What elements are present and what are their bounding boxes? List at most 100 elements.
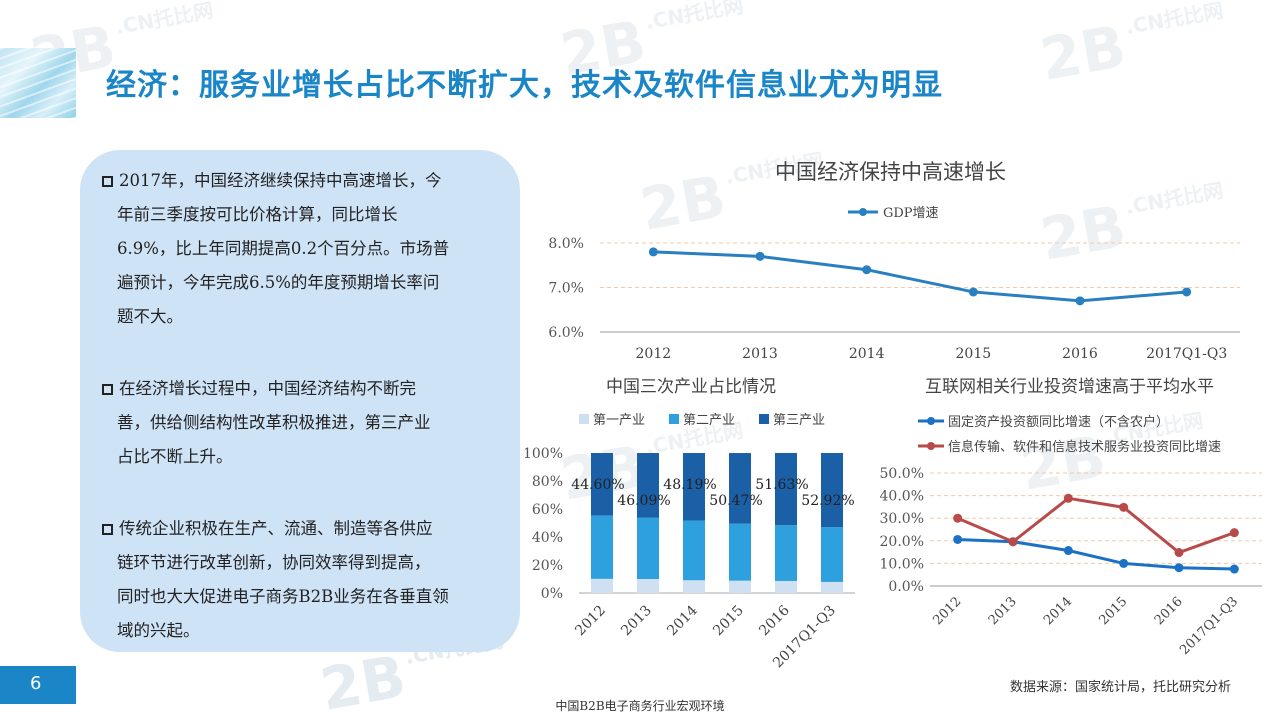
- bar-segment-1: [591, 578, 613, 593]
- x-tick-label: 2016: [1152, 594, 1186, 628]
- watermark: 2B.CN托比网: [1035, 0, 1226, 94]
- y-tick-label: 50.0%: [880, 466, 924, 482]
- industry-chart-title: 中国三次产业占比情况: [606, 377, 776, 397]
- series-point-2: [1008, 537, 1018, 547]
- gdp-chart-title: 中国经济保持中高速增长: [775, 160, 1006, 184]
- investment-growth-chart: 固定资产投资额同比增速（不含农户） 信息传输、软件和信息技术服务业投资同比增速 0.…: [880, 414, 1262, 658]
- x-tick-label: 2014: [1041, 594, 1075, 628]
- y-tick-label: 8.0%: [548, 236, 584, 252]
- legend-swatch: [759, 414, 769, 424]
- bar-segment-2: [775, 525, 797, 581]
- bar-data-label: 51.63%: [755, 477, 808, 493]
- x-tick-label: 2016: [756, 602, 793, 639]
- y-tick-label: 0.0%: [888, 579, 924, 595]
- series-point-1: [1063, 546, 1073, 556]
- bar-segment-1: [821, 581, 843, 593]
- bar-data-label: 52.92%: [801, 493, 854, 509]
- bullet-icon: [102, 176, 113, 187]
- gdp-point: [862, 265, 872, 275]
- bar-data-label: 50.47%: [709, 493, 762, 509]
- x-tick-label: 2015: [1096, 594, 1130, 628]
- x-tick-label: 2012: [930, 594, 964, 628]
- paragraph-2: 在经济增长过程中，中国经济结构不断完 善，供给侧结构性改革积极推进，第三产业 占…: [102, 372, 490, 474]
- bar-segment-3: [729, 453, 751, 524]
- series-line-1: [957, 537, 1235, 571]
- legend-marker: [927, 417, 935, 425]
- series-line-2: [957, 496, 1235, 555]
- x-tick-label: 2013: [618, 603, 655, 640]
- footer-caption: 中国B2B电子商务行业宏观环境: [555, 699, 725, 713]
- series-point-1: [1119, 558, 1129, 568]
- legend-marker: [927, 442, 935, 450]
- gdp-growth-chart: GDP增速 6.0% 7.0% 8.0% 2012 2013 2014 2015 2016 201…: [548, 206, 1240, 362]
- y-tick-label: 40%: [532, 530, 563, 546]
- gdp-point: [968, 287, 978, 297]
- bar-data-label: 48.19%: [663, 477, 716, 493]
- x-tick-label: 2015: [710, 603, 747, 640]
- gdp-series-line: [653, 250, 1187, 303]
- bar-segment-1: [637, 579, 659, 593]
- y-tick-label: 10.0%: [880, 556, 924, 572]
- bullet-icon: [102, 524, 113, 535]
- y-tick-label: 0%: [541, 586, 563, 602]
- y-tick-label: 20%: [532, 558, 563, 574]
- paragraph-3: 传统企业积极在生产、流通、制造等各供应 链环节进行改革创新，协同效率得到提高， …: [102, 512, 490, 648]
- y-tick-label: 30.0%: [880, 511, 924, 527]
- x-tick-label: 2012: [636, 346, 672, 362]
- series-point-1: [1229, 564, 1239, 574]
- x-tick-label: 2012: [572, 603, 609, 640]
- legend-marker: [859, 208, 867, 216]
- gdp-point: [1182, 287, 1192, 297]
- x-tick-label: 2017Q1-Q3: [1146, 346, 1227, 362]
- data-source: 数据来源：国家统计局，托比研究分析: [1010, 680, 1232, 695]
- page-number-box: [0, 666, 76, 704]
- series-point-1: [953, 534, 963, 544]
- legend-label: GDP增速: [883, 206, 939, 221]
- series-point-2: [1063, 493, 1073, 503]
- bar-segment-3: [637, 453, 659, 518]
- y-tick-label: 80%: [532, 474, 563, 490]
- page-number: 6: [30, 673, 42, 694]
- y-tick-label: 7.0%: [548, 281, 584, 297]
- series-point-2: [953, 513, 963, 523]
- bar-segment-2: [591, 515, 613, 579]
- page-title: 经济：服务业增长占比不断扩大，技术及软件信息业尤为明显: [106, 68, 943, 103]
- series-point-1: [1174, 563, 1184, 573]
- gdp-point: [1075, 296, 1085, 306]
- bar-segment-3: [775, 452, 797, 526]
- legend-label: 第二产业: [683, 413, 735, 428]
- gdp-point: [648, 247, 658, 257]
- bar-segment-1: [683, 580, 705, 593]
- x-tick-label: 2016: [1062, 346, 1098, 362]
- series-point-2: [1174, 548, 1184, 558]
- bar-data-label: 46.09%: [617, 493, 670, 509]
- bar-segment-2: [637, 517, 659, 579]
- legend-label: 第一产业: [593, 413, 645, 428]
- bar-segment-2: [821, 527, 843, 582]
- x-tick-label: 2014: [849, 346, 885, 362]
- y-tick-label: 100%: [525, 446, 563, 462]
- gdp-point: [755, 251, 765, 261]
- x-tick-label: 2013: [742, 346, 778, 362]
- x-tick-label: 2015: [956, 346, 992, 362]
- bullet-icon: [102, 384, 113, 395]
- bar-segment-2: [729, 523, 751, 581]
- y-tick-label: 20.0%: [880, 534, 924, 550]
- bar-segment-3: [683, 453, 705, 521]
- series-point-2: [1119, 502, 1129, 512]
- x-tick-label: 2014: [664, 602, 701, 639]
- legend-label: 信息传输、软件和信息技术服务业投资同比增速: [948, 439, 1221, 455]
- bar-segment-3: [821, 452, 843, 528]
- series-point-2: [1229, 528, 1239, 538]
- bar-segment-3: [591, 453, 613, 516]
- y-tick-label: 40.0%: [880, 489, 924, 505]
- summary-panel: 2017年，中国经济继续保持中高速增长，今 年前三季度按可比价格计算，同比增长 …: [80, 150, 520, 652]
- bar-segment-1: [775, 580, 797, 593]
- y-tick-label: 6.0%: [548, 325, 584, 341]
- paragraph-1: 2017年，中国经济继续保持中高速增长，今 年前三季度按可比价格计算，同比增长 …: [102, 164, 490, 334]
- legend-swatch: [579, 414, 589, 424]
- x-tick-label: 2017Q1-Q3: [1177, 594, 1241, 658]
- bar-data-label: 44.60%: [571, 477, 624, 493]
- legend-swatch: [669, 414, 679, 424]
